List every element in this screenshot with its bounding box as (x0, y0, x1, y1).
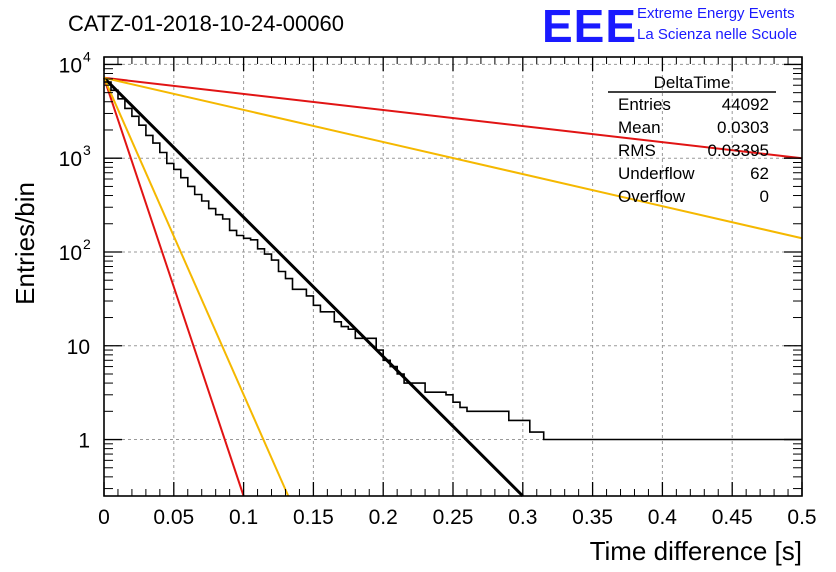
stats-row: RMS 0.03395 (618, 141, 769, 160)
stats-value: 44092 (722, 95, 769, 114)
stats-row: Entries 44092 (618, 95, 769, 114)
chart-title: CATZ-01-2018-10-24-00060 (68, 11, 344, 36)
logo-mark: EEE (542, 0, 637, 52)
stats-label: Overflow (618, 187, 686, 206)
x-tick-label: 0 (98, 506, 110, 529)
stats-value: 0.03395 (708, 141, 769, 160)
x-axis-label: Time difference [s] (590, 536, 802, 566)
logo: EEE Extreme Energy Events La Scienza nel… (542, 0, 797, 52)
y-tick-base: 10 (59, 242, 82, 265)
y-tick-base: 10 (59, 54, 82, 77)
fit-curve-0 (102, 76, 524, 498)
y-axis-label: Entries/bin (10, 182, 40, 305)
x-tick-label: 0.15 (293, 506, 334, 529)
x-tick-label: 0.5 (787, 506, 816, 529)
y-tick-base: 10 (67, 336, 90, 359)
stats-label: Entries (618, 95, 671, 114)
fit-curve-1 (103, 76, 803, 160)
stats-row: Overflow 0 (618, 187, 769, 206)
x-tick-label: 0.2 (369, 506, 398, 529)
histogram-series (104, 81, 802, 441)
y-tick-exponent: 4 (83, 48, 91, 64)
x-tick-label: 0.1 (229, 506, 258, 529)
y-tick-label: 10 3 (59, 142, 91, 171)
logo-line-2: La Scienza nelle Scuole (637, 26, 797, 43)
stats-row: Mean 0.0303 (618, 118, 769, 137)
fit-curve-2 (103, 76, 803, 240)
y-tick-label: 10 (67, 336, 90, 359)
stats-box: DeltaTime Entries 44092 Mean 0.0303 RMS 0.033… (608, 73, 776, 206)
stats-value: 62 (750, 164, 769, 183)
x-tick-label: 0.3 (508, 506, 537, 529)
y-tick-label: 10 2 (59, 236, 91, 265)
fit-curve-3 (103, 77, 245, 497)
y-tick-exponent: 3 (83, 142, 91, 158)
y-tick-exponent: 2 (83, 236, 91, 252)
x-axis-ticks: 0 0.05 0.1 0.15 0.2 0.25 0.3 0.35 0.4 0.45 0.5 (98, 57, 817, 529)
x-tick-label: 0.25 (433, 506, 474, 529)
stats-title: DeltaTime (654, 73, 731, 92)
stats-row: Underflow 62 (618, 164, 769, 183)
y-tick-base: 10 (59, 148, 82, 171)
fit-curves (102, 76, 803, 498)
x-tick-label: 0.45 (712, 506, 753, 529)
y-tick-base: 1 (78, 430, 90, 453)
stats-value: 0 (760, 187, 769, 206)
stats-label: Underflow (618, 164, 695, 183)
y-tick-label: 10 4 (59, 48, 91, 77)
stats-label: Mean (618, 118, 661, 137)
x-tick-label: 0.35 (572, 506, 613, 529)
x-tick-label: 0.4 (648, 506, 678, 529)
logo-line-1: Extreme Energy Events (637, 5, 795, 22)
stats-value: 0.0303 (717, 118, 769, 137)
x-tick-label: 0.05 (153, 506, 194, 529)
y-tick-label: 1 (78, 430, 90, 453)
fit-curve-4 (103, 77, 290, 497)
stats-label: RMS (618, 141, 656, 160)
